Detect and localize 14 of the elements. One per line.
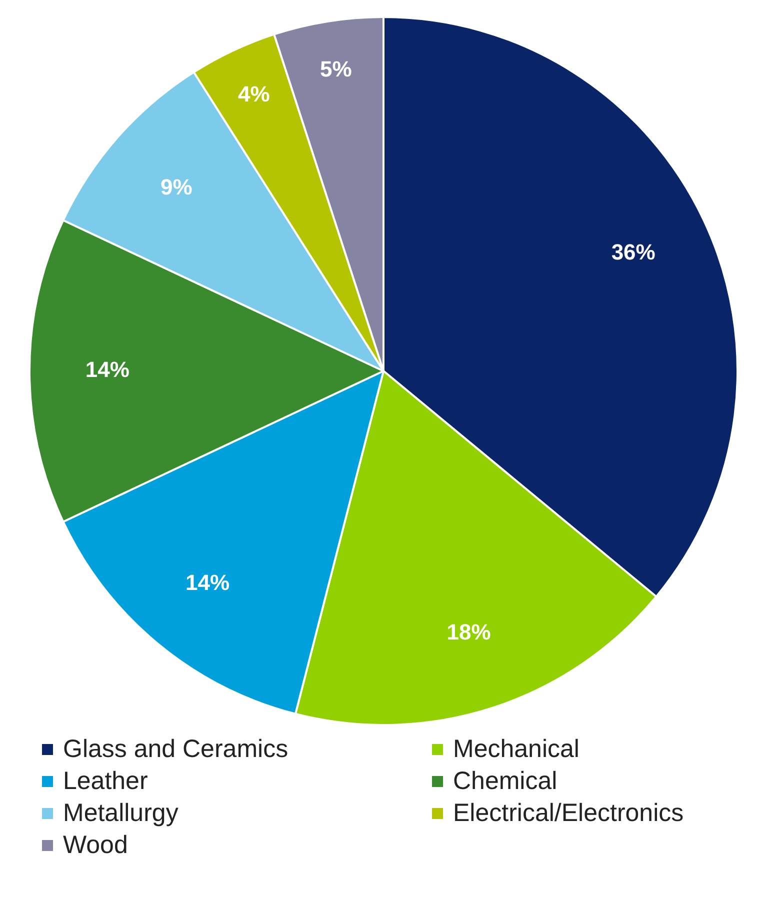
data-label: 14% xyxy=(185,570,230,595)
legend-label: Wood xyxy=(63,830,128,860)
data-label: 4% xyxy=(238,82,270,107)
legend-label: Mechanical xyxy=(453,734,580,764)
legend-label: Electrical/Electronics xyxy=(453,798,684,828)
legend-label: Metallurgy xyxy=(63,798,178,828)
data-label: 5% xyxy=(320,56,352,82)
data-label: 18% xyxy=(446,620,491,645)
legend-label: Glass and Ceramics xyxy=(63,734,288,764)
data-label: 14% xyxy=(85,357,130,382)
data-label: 9% xyxy=(160,174,192,200)
legend-label: Leather xyxy=(63,766,148,796)
data-label: 36% xyxy=(611,239,656,264)
legend-label: Chemical xyxy=(453,766,558,796)
